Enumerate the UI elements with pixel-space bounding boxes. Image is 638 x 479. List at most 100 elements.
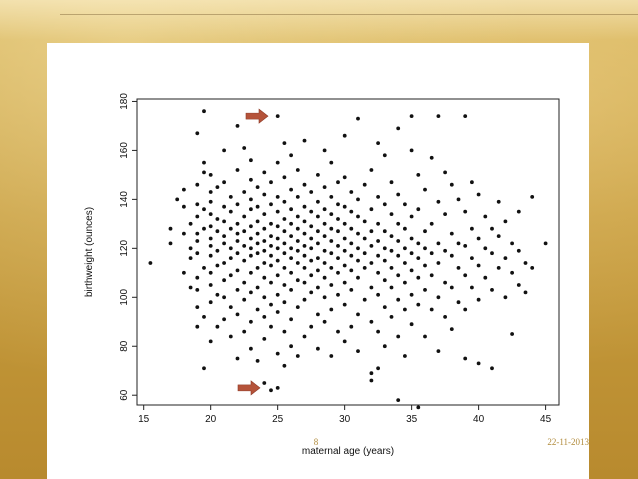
data-point bbox=[282, 363, 287, 368]
data-point bbox=[289, 207, 293, 212]
data-point bbox=[208, 270, 213, 275]
data-point bbox=[349, 253, 354, 258]
data-point bbox=[255, 219, 260, 224]
data-point bbox=[429, 273, 434, 278]
data-point bbox=[202, 160, 206, 165]
data-point bbox=[295, 354, 300, 358]
data-point bbox=[396, 297, 401, 302]
data-point bbox=[463, 307, 468, 312]
data-point bbox=[262, 295, 267, 300]
data-point bbox=[463, 209, 468, 214]
data-point bbox=[476, 361, 481, 366]
data-point bbox=[409, 214, 414, 219]
data-point bbox=[255, 359, 260, 363]
data-point bbox=[222, 241, 227, 246]
data-point bbox=[342, 263, 347, 268]
data-point bbox=[349, 241, 354, 246]
data-point bbox=[342, 175, 347, 180]
data-point bbox=[496, 199, 501, 204]
x-tick-label: 25 bbox=[272, 414, 284, 425]
data-point bbox=[249, 224, 253, 229]
data-point bbox=[262, 381, 267, 385]
data-point bbox=[242, 190, 247, 194]
data-point bbox=[336, 292, 340, 297]
x-tick-label: 20 bbox=[205, 414, 217, 425]
data-point bbox=[436, 199, 441, 204]
data-point bbox=[382, 305, 387, 309]
data-point bbox=[463, 244, 468, 248]
data-point bbox=[275, 114, 280, 118]
data-point bbox=[289, 317, 293, 322]
data-point bbox=[195, 239, 200, 243]
data-point bbox=[490, 366, 494, 371]
data-point bbox=[322, 248, 327, 253]
data-point bbox=[215, 185, 220, 190]
data-point bbox=[295, 278, 300, 283]
x-tick-label: 15 bbox=[138, 414, 150, 425]
data-point bbox=[342, 339, 347, 344]
data-point bbox=[255, 241, 260, 246]
data-point bbox=[295, 305, 300, 309]
data-point bbox=[309, 258, 314, 263]
data-point bbox=[269, 324, 273, 329]
data-point bbox=[295, 195, 300, 199]
data-point bbox=[316, 199, 320, 204]
data-point bbox=[356, 246, 360, 251]
data-point bbox=[235, 124, 240, 128]
data-point bbox=[289, 288, 293, 292]
data-point bbox=[476, 297, 481, 302]
data-point bbox=[302, 280, 307, 285]
data-point bbox=[255, 204, 260, 209]
data-point bbox=[235, 288, 240, 292]
data-point bbox=[416, 256, 421, 260]
data-point bbox=[403, 261, 407, 265]
data-point bbox=[362, 251, 367, 256]
data-point bbox=[409, 292, 414, 297]
data-point bbox=[309, 190, 314, 194]
data-point bbox=[262, 239, 267, 243]
data-point bbox=[182, 270, 186, 275]
data-point bbox=[275, 310, 280, 314]
data-point bbox=[302, 231, 307, 236]
data-point bbox=[188, 285, 193, 290]
data-point bbox=[228, 305, 233, 309]
data-point bbox=[275, 351, 280, 356]
data-point bbox=[369, 207, 374, 212]
data-point bbox=[182, 204, 186, 209]
data-point bbox=[382, 229, 387, 234]
slide-page-number: 8 bbox=[314, 437, 319, 447]
header-divider bbox=[60, 14, 638, 15]
data-point bbox=[242, 229, 247, 234]
data-point bbox=[228, 273, 233, 278]
data-point bbox=[356, 275, 360, 280]
data-point bbox=[202, 315, 206, 319]
data-point bbox=[249, 253, 253, 258]
data-point bbox=[295, 168, 300, 172]
data-point bbox=[356, 214, 360, 219]
data-point bbox=[316, 173, 320, 177]
data-point bbox=[316, 241, 320, 246]
data-point bbox=[336, 202, 340, 207]
data-point bbox=[409, 268, 414, 273]
data-point bbox=[269, 388, 273, 393]
data-point bbox=[470, 256, 474, 260]
data-point bbox=[530, 266, 535, 270]
data-point bbox=[188, 256, 193, 260]
data-point bbox=[262, 275, 267, 280]
data-point bbox=[282, 329, 287, 334]
data-point bbox=[202, 170, 206, 175]
data-point bbox=[282, 283, 287, 287]
data-point bbox=[382, 153, 387, 158]
data-point bbox=[389, 315, 394, 319]
data-point bbox=[362, 297, 367, 302]
data-point bbox=[309, 209, 314, 214]
data-point bbox=[316, 214, 320, 219]
data-point bbox=[429, 307, 434, 312]
data-point bbox=[449, 253, 454, 258]
plot-area-frame bbox=[136, 98, 560, 406]
data-point bbox=[470, 285, 474, 290]
data-point bbox=[215, 217, 220, 221]
data-point bbox=[262, 170, 267, 175]
data-point bbox=[436, 261, 441, 265]
data-point bbox=[222, 148, 227, 153]
